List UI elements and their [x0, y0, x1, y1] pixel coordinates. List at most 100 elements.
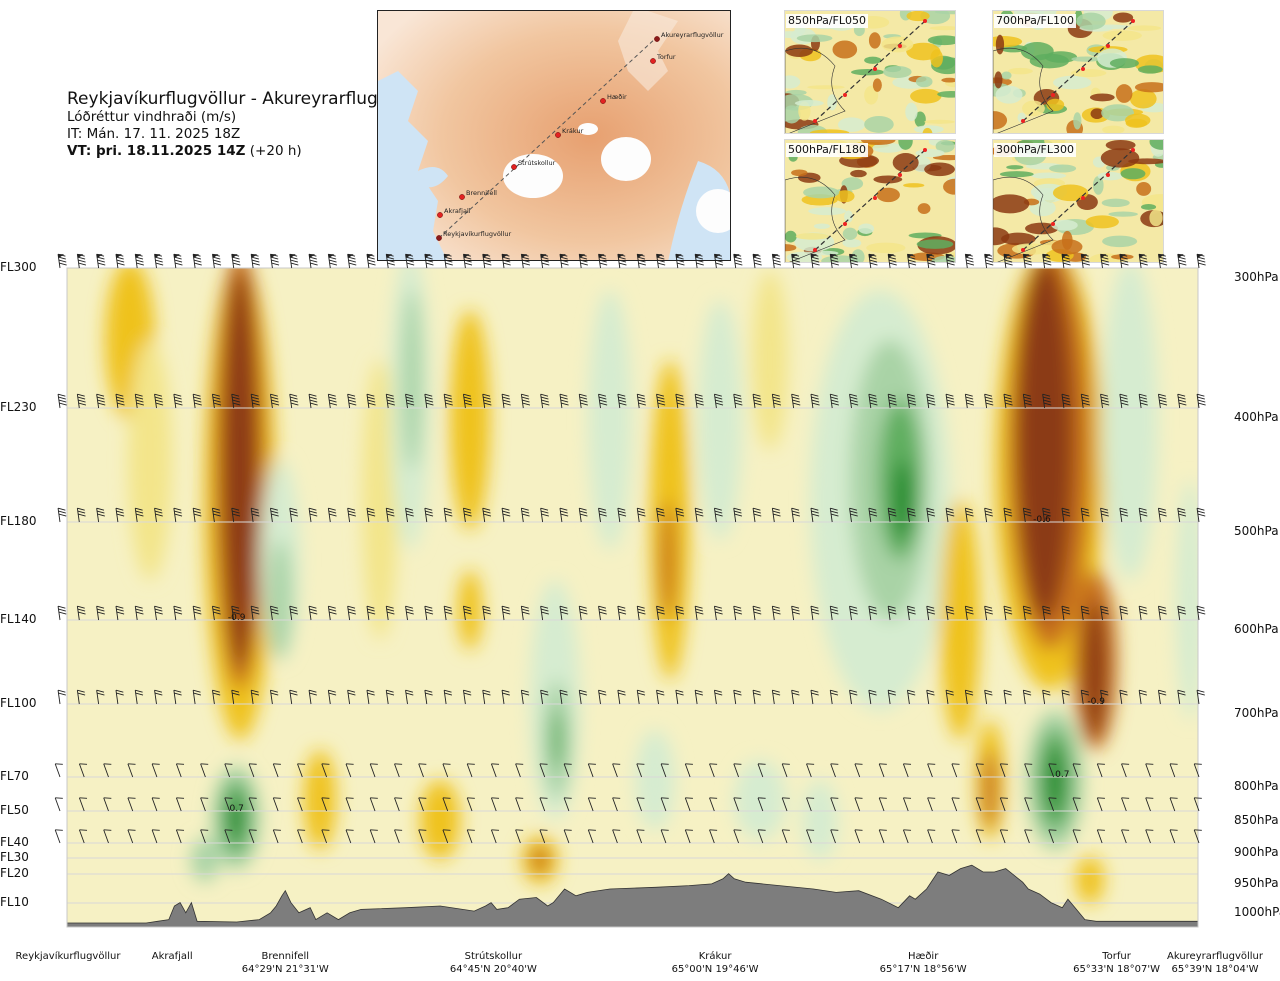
- wind-barb: [636, 393, 646, 409]
- wind-barb: [151, 763, 160, 778]
- wind-barb: [297, 829, 306, 844]
- location-name: Hæðir: [907, 951, 939, 962]
- wind-barb: [308, 253, 318, 269]
- location-name: Akrafjall: [151, 951, 193, 962]
- wind-barb: [714, 253, 724, 269]
- contour-label: 0.7: [1055, 770, 1069, 780]
- wind-barb: [1024, 829, 1033, 844]
- wind-barb: [1196, 253, 1206, 269]
- wind-barb: [926, 689, 935, 705]
- wind-barb: [656, 393, 666, 409]
- wind-barb: [1145, 763, 1154, 778]
- location-name: Strútskollur: [464, 951, 523, 962]
- wind-barb: [54, 829, 63, 844]
- wind-barb: [540, 507, 549, 523]
- wind-barb: [752, 689, 761, 705]
- mini-map-label: 300hPa/FL300: [994, 143, 1077, 157]
- mini-map-300hpa: 300hPa/FL300: [992, 139, 1164, 263]
- wind-barb: [224, 829, 233, 844]
- wind-barb: [1196, 507, 1206, 523]
- wind-barb: [394, 797, 403, 812]
- wind-barb: [482, 605, 492, 621]
- wind-barb: [366, 507, 376, 523]
- location-name: Reykjavíkurflugvöllur: [15, 951, 121, 962]
- wind-barb: [490, 797, 500, 812]
- wind-barb: [951, 829, 960, 844]
- wind-barb: [999, 829, 1008, 844]
- wind-barb: [192, 393, 202, 409]
- wind-barb: [694, 507, 704, 523]
- route-location-label: Torfur 65°33'N 18°07'W: [1073, 950, 1160, 976]
- wind-barb: [134, 253, 144, 269]
- wind-barb: [154, 393, 164, 409]
- wind-barb: [559, 393, 569, 409]
- parameter-label: Lóðréttur vindhraði (m/s): [67, 109, 237, 125]
- wind-barb: [289, 507, 299, 523]
- wind-barb: [443, 507, 453, 523]
- wind-barb: [76, 253, 87, 269]
- wind-barb: [810, 253, 820, 269]
- wind-barb: [598, 689, 607, 705]
- wind-barb: [636, 829, 645, 844]
- location-coordinates: 65°00'N 19°46'W: [671, 964, 759, 975]
- wind-barb: [907, 507, 916, 523]
- wind-barb: [231, 605, 241, 621]
- wind-barb: [327, 253, 338, 269]
- wind-barb: [868, 253, 878, 269]
- wind-barb: [1177, 689, 1186, 705]
- wind-barb: [540, 605, 549, 621]
- wind-barb: [951, 797, 960, 812]
- wind-barb: [1119, 689, 1128, 705]
- wind-barb: [321, 763, 330, 778]
- wind-barb: [849, 689, 858, 705]
- wind-barb: [308, 605, 318, 621]
- wind-barb: [1042, 393, 1052, 409]
- wind-barb: [984, 507, 993, 523]
- wind-barb: [733, 507, 743, 523]
- wind-barb: [192, 689, 202, 705]
- wind-barb: [878, 763, 887, 778]
- wind-barb: [394, 763, 403, 778]
- wind-barb: [200, 797, 209, 812]
- wind-barb: [926, 253, 936, 269]
- wind-barb: [636, 605, 646, 621]
- flight-level-label: FL230: [0, 400, 37, 414]
- wind-barb: [520, 507, 530, 523]
- wind-barb: [1022, 253, 1033, 269]
- flight-level-label: FL300: [0, 260, 37, 274]
- wind-barb: [878, 797, 887, 812]
- wind-barb: [463, 253, 473, 269]
- wind-barb: [345, 829, 354, 844]
- wind-barb: [385, 605, 395, 621]
- wind-barb: [76, 605, 86, 621]
- wind-barb: [714, 393, 724, 409]
- wind-barb: [520, 689, 530, 705]
- wind-barb: [463, 393, 473, 409]
- wind-barb: [757, 797, 766, 812]
- wind-barb: [482, 689, 491, 705]
- wind-barb: [675, 253, 685, 269]
- wind-barb: [868, 605, 878, 621]
- wind-barb: [200, 829, 209, 844]
- wind-barb: [1022, 393, 1033, 409]
- wind-barb: [1061, 253, 1071, 269]
- wind-barb: [103, 829, 112, 844]
- wind-barb: [617, 605, 627, 621]
- wind-barb: [1096, 829, 1105, 844]
- wind-barb: [1100, 393, 1110, 409]
- wind-barb: [984, 253, 994, 269]
- pressure-level-label: 600hPa: [1234, 622, 1279, 636]
- route-location-label: Akureyrarflugvöllur 65°39'N 18°04'W: [1167, 950, 1263, 976]
- wind-barb: [103, 763, 112, 778]
- wind-barb: [192, 507, 202, 523]
- wind-barb: [424, 605, 434, 621]
- wind-barb: [868, 507, 878, 523]
- wind-barb: [1196, 605, 1206, 621]
- wind-barb: [927, 763, 936, 778]
- wind-barb: [1169, 829, 1178, 844]
- wind-barb: [1080, 605, 1090, 621]
- wind-barb: [442, 829, 451, 844]
- wind-barb: [272, 797, 281, 812]
- flight-level-label: FL10: [0, 895, 29, 909]
- chart-header: Reykjavíkurflugvöllur - Akureyrarflugvöl…: [67, 89, 426, 160]
